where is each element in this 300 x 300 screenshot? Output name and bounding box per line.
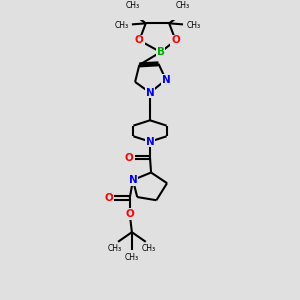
Text: CH₃: CH₃ — [186, 21, 200, 30]
Text: CH₃: CH₃ — [115, 21, 129, 30]
Text: CH₃: CH₃ — [142, 244, 156, 253]
Text: CH₃: CH₃ — [175, 1, 190, 10]
Text: N: N — [129, 175, 137, 185]
Text: O: O — [135, 35, 144, 45]
Text: CH₃: CH₃ — [125, 1, 140, 10]
Text: O: O — [105, 193, 113, 203]
Text: N: N — [146, 88, 154, 98]
Text: O: O — [171, 35, 180, 45]
Text: N: N — [146, 136, 154, 147]
Text: B: B — [157, 47, 165, 57]
Text: CH₃: CH₃ — [125, 253, 139, 262]
Text: CH₃: CH₃ — [108, 244, 122, 253]
Text: O: O — [125, 153, 134, 163]
Text: O: O — [125, 209, 134, 219]
Text: N: N — [162, 75, 170, 85]
